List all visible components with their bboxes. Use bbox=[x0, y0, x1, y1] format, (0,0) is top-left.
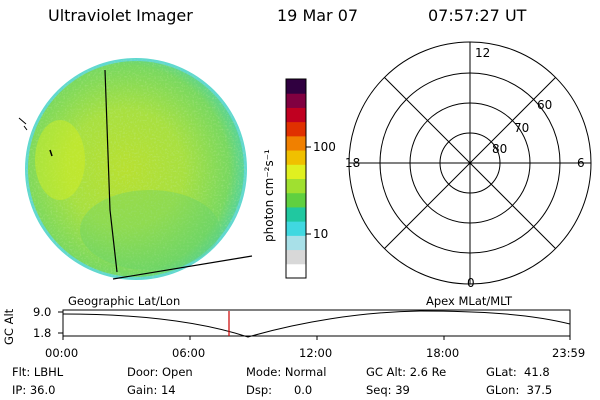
color-bar-tick-100: 100 bbox=[313, 140, 336, 154]
timeline-x-ticks bbox=[62, 336, 571, 340]
status-gc-alt: GC Alt: 2.6 Re bbox=[366, 365, 447, 379]
color-bar-segment bbox=[286, 221, 306, 236]
status-seq: Seq: 39 bbox=[366, 383, 410, 397]
color-bar-unit-label: photon cm⁻²s⁻¹ bbox=[262, 149, 276, 242]
meridian-line bbox=[104, 69, 118, 273]
color-bar-segment bbox=[286, 150, 306, 165]
coast-mark bbox=[18, 117, 28, 131]
timeline-x-tick-label: 18:00 bbox=[426, 346, 460, 360]
uv-dim-region bbox=[80, 190, 220, 270]
timeline-y-tick-label: 1.8 bbox=[33, 326, 52, 340]
altitude-curve bbox=[62, 310, 571, 338]
timeline-x-tick-label: 12:00 bbox=[299, 346, 333, 360]
status-filter: Flt: LBHL bbox=[12, 365, 64, 379]
color-bar-segment bbox=[286, 135, 306, 151]
status-glat: GLat: 41.8 bbox=[486, 365, 550, 379]
status-ip: IP: 36.0 bbox=[12, 383, 56, 397]
color-bar-segment bbox=[286, 235, 306, 251]
color-bar-segment bbox=[286, 121, 306, 137]
color-bar-segment bbox=[286, 192, 306, 208]
time-label: 07:57:27 UT bbox=[428, 6, 527, 25]
status-mode: Mode: Normal bbox=[246, 365, 327, 379]
mlt-label-midnight: 0 bbox=[467, 276, 475, 290]
color-bar bbox=[286, 79, 306, 279]
color-bar-segment bbox=[286, 164, 306, 179]
lat-label-80: 80 bbox=[492, 142, 508, 156]
lat-label-60: 60 bbox=[537, 98, 553, 112]
timeline-x-tick-label: 23:59 bbox=[552, 346, 586, 360]
date-label: 19 Mar 07 bbox=[277, 6, 359, 25]
polar-grid bbox=[348, 41, 592, 285]
timeline-axis-label: GC Alt bbox=[2, 308, 16, 345]
mlt-label-dusk: 18 bbox=[345, 156, 361, 170]
color-bar-segment bbox=[286, 263, 306, 279]
status-dsp: Dsp: 0.0 bbox=[246, 383, 313, 397]
uv-image-noise bbox=[26, 59, 246, 279]
color-bar-segment bbox=[286, 249, 306, 265]
mlt-label-dawn: 6 bbox=[577, 156, 585, 170]
uv-image bbox=[18, 58, 253, 280]
coast-mark bbox=[49, 149, 53, 157]
status-gain: Gain: 14 bbox=[127, 383, 176, 397]
color-bar-segment bbox=[286, 79, 306, 94]
color-bar-frame bbox=[285, 78, 307, 279]
color-bar-segment bbox=[286, 206, 306, 222]
timeline-right-title: Apex MLat/MLT bbox=[426, 294, 513, 308]
lat-label-70: 70 bbox=[514, 121, 530, 135]
color-bar-segment bbox=[286, 178, 306, 194]
status-glon: GLon: 37.5 bbox=[486, 383, 553, 397]
polar-diagonal-line bbox=[384, 77, 556, 249]
instrument-title: Ultraviolet Imager bbox=[48, 6, 193, 25]
uv-bright-region bbox=[35, 120, 85, 200]
timeline-left-title: Geographic Lat/Lon bbox=[68, 294, 181, 308]
color-bar-segment bbox=[286, 93, 306, 108]
status-door: Door: Open bbox=[127, 365, 193, 379]
timeline-y-tick-label: 9.0 bbox=[33, 305, 52, 319]
color-bar-segment bbox=[286, 107, 306, 123]
latitude-line bbox=[112, 255, 253, 280]
mlt-label-noon: 12 bbox=[475, 46, 491, 60]
timeline-x-tick-label: 00:00 bbox=[45, 346, 79, 360]
timeline-x-tick-label: 06:00 bbox=[172, 346, 206, 360]
color-bar-tick-10: 10 bbox=[313, 227, 329, 241]
timeline-frame bbox=[62, 309, 571, 337]
